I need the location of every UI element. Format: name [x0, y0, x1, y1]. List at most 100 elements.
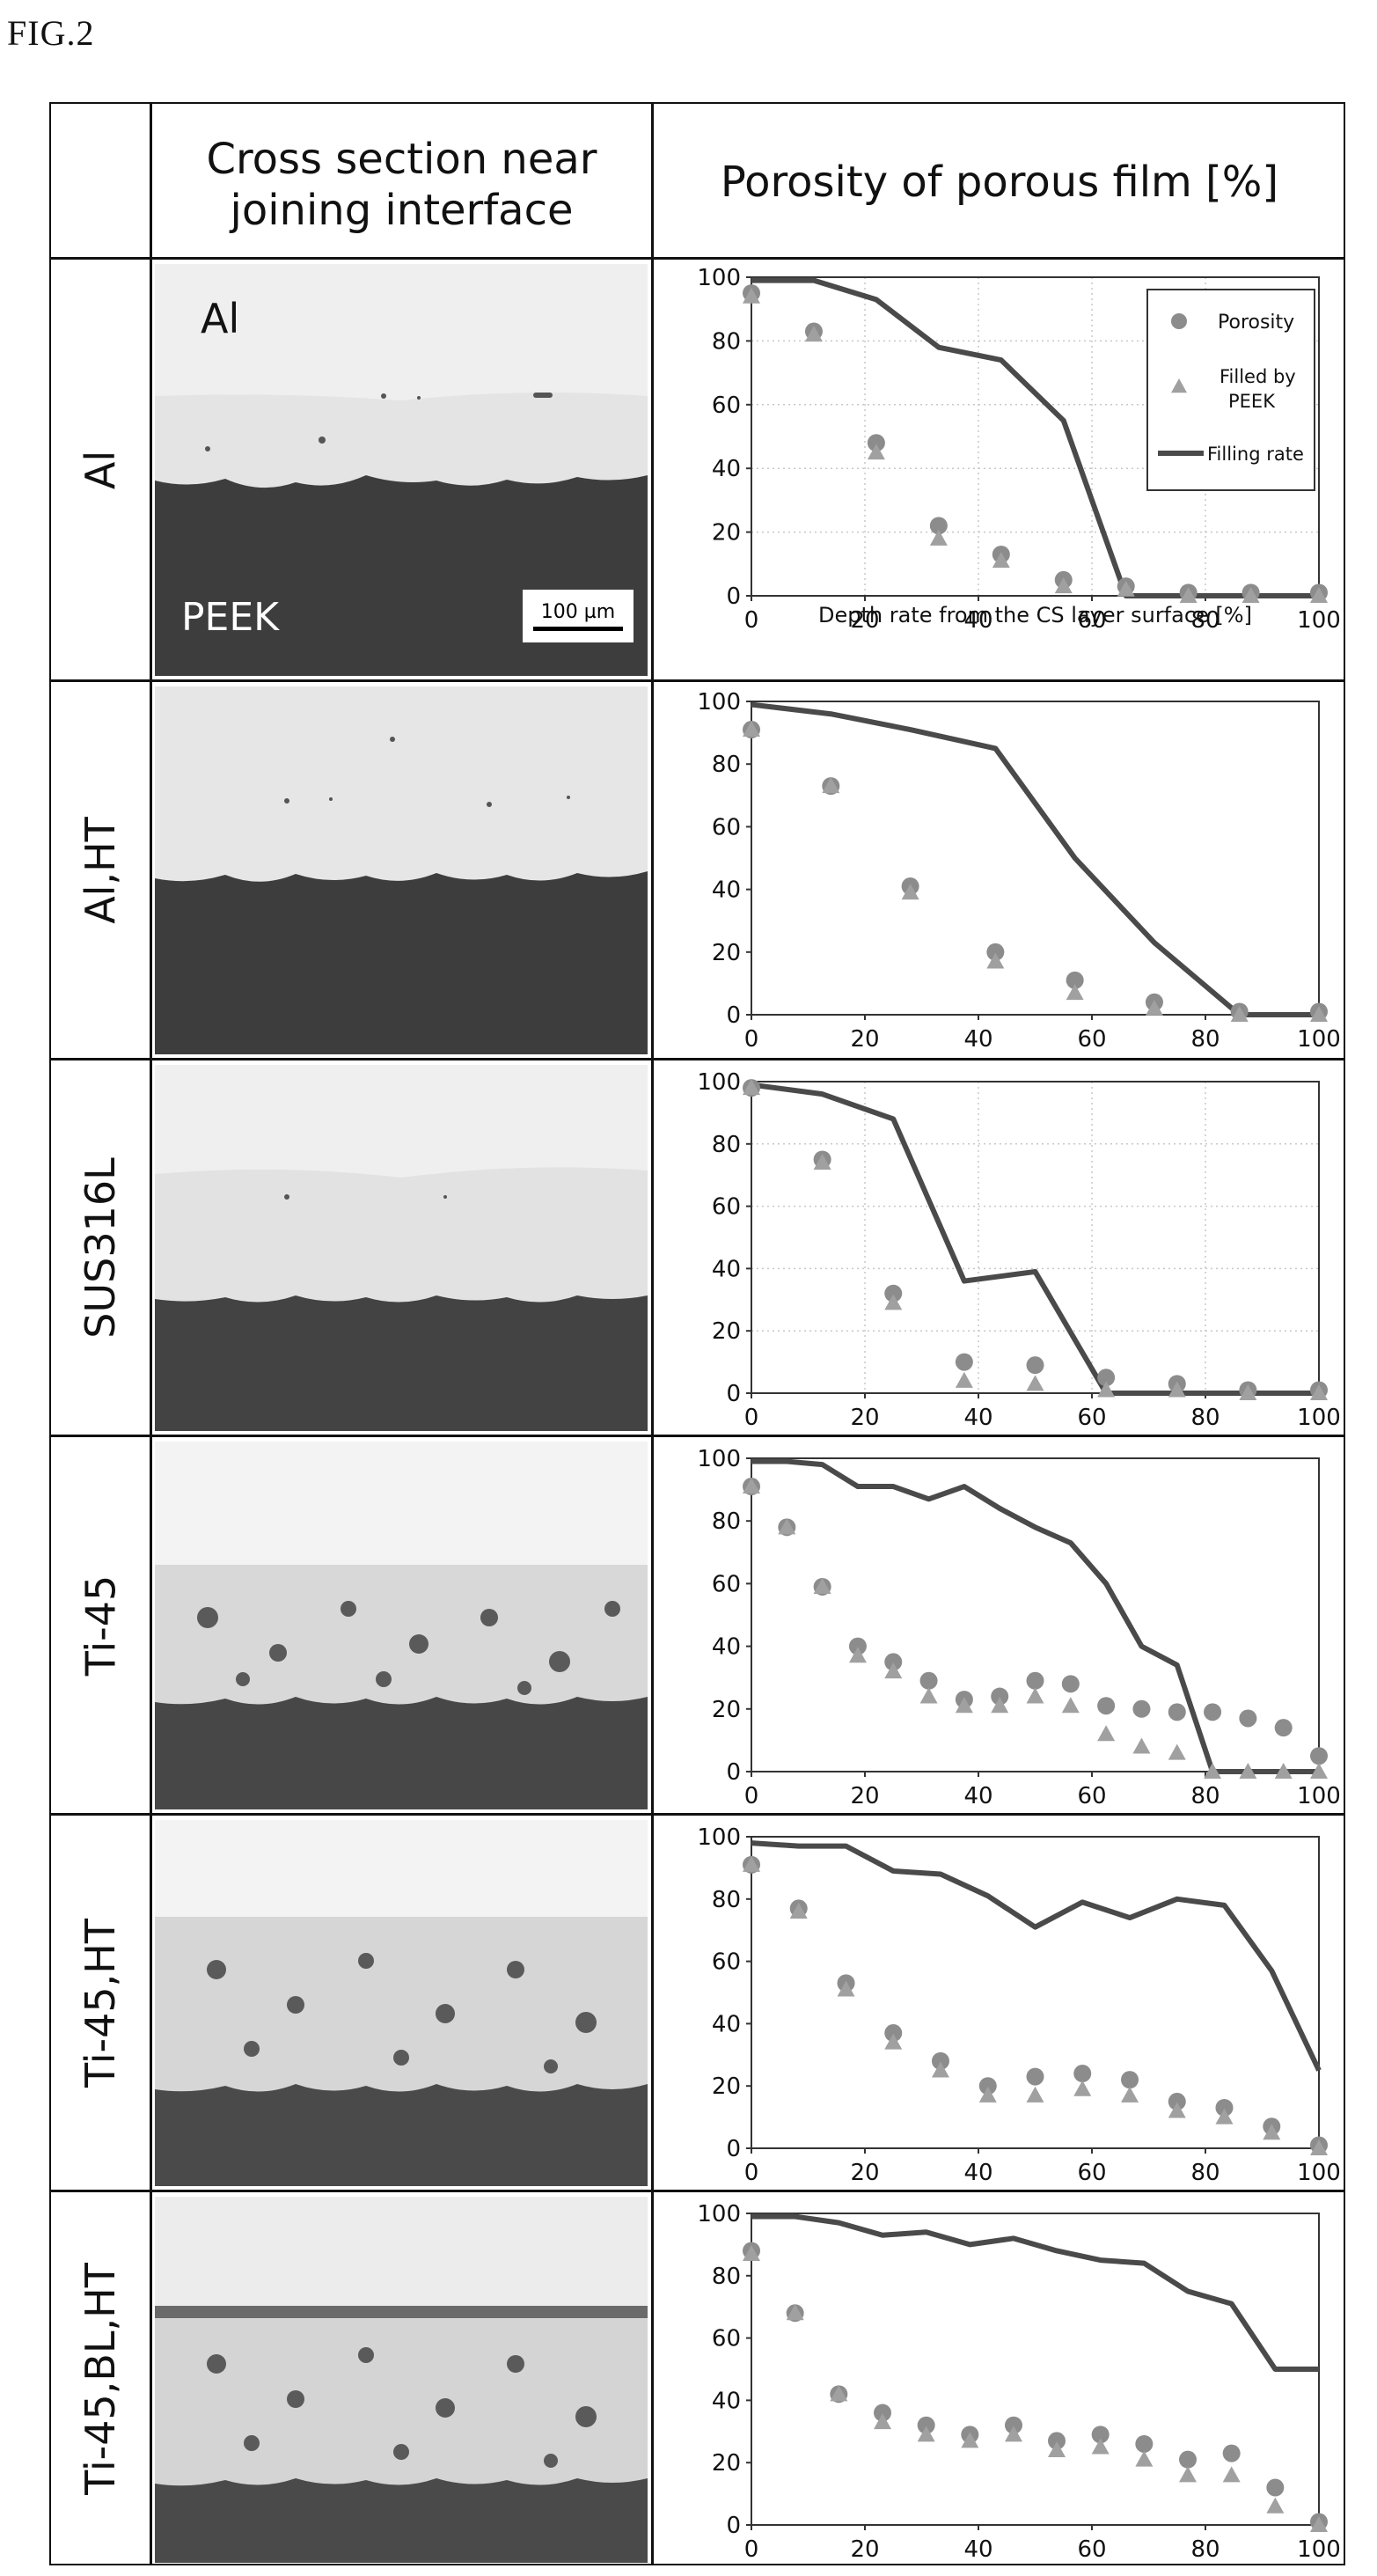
header-cross-section-line1: Cross section near: [206, 135, 597, 184]
filled-by-peek-point: [1135, 2450, 1154, 2467]
y-tick-label: 40: [712, 2388, 741, 2414]
filled-by-peek-point: [1215, 2108, 1234, 2125]
porosity-point: [1274, 1719, 1293, 1737]
filled-by-peek-point: [813, 1577, 831, 1594]
x-tick-label: 60: [1077, 2160, 1106, 2186]
filled-by-peek-point: [743, 1079, 760, 1096]
porosity-point: [1026, 1356, 1044, 1375]
porosity-point: [1310, 1747, 1328, 1765]
legend-porosity-marker: [1171, 313, 1187, 329]
legend-filled-label-1: Filled by: [1220, 366, 1296, 387]
micrograph-al-ht-image: [155, 686, 648, 1054]
porosity-point: [1215, 2098, 1234, 2117]
y-tick-label: 60: [712, 1949, 741, 1976]
x-tick-label: 0: [744, 2160, 759, 2186]
filled-by-peek-point: [917, 2426, 935, 2442]
header-cross-section-line2: joining interface: [230, 186, 574, 235]
filled-by-peek-point: [743, 1478, 760, 1494]
filled-by-peek-point: [1091, 2438, 1110, 2455]
filled-by-peek-point: [884, 1662, 903, 1679]
x-tick-label: 100: [1297, 2536, 1341, 2563]
micrograph-sus316l-image: [155, 1065, 648, 1431]
porosity-point: [1048, 2432, 1066, 2450]
micrograph-ti45-bl-ht-image: [155, 2197, 648, 2563]
x-tick-label: 40: [963, 2160, 992, 2186]
micrograph-sus316l: [155, 1065, 648, 1431]
y-tick-label: 20: [712, 520, 741, 547]
row-label-ti45: Ti-45: [77, 1574, 125, 1676]
x-tick-label: 100: [1297, 607, 1341, 634]
porosity-point: [917, 2416, 935, 2434]
micrograph-peek-label: PEEK: [181, 595, 280, 640]
x-tick-label: 100: [1297, 2160, 1341, 2186]
row-divider: [51, 1813, 1344, 1816]
y-tick-label: 20: [712, 940, 741, 966]
filled-by-peek-point: [986, 952, 1005, 969]
filled-by-peek-point: [955, 1697, 973, 1714]
filled-by-peek-point: [1117, 580, 1135, 597]
filled-by-peek-point: [955, 1371, 973, 1388]
x-tick-label: 60: [1077, 1026, 1106, 1053]
porosity-point: [873, 2404, 891, 2422]
filled-by-peek-point: [1239, 1384, 1257, 1400]
figure-label: FIG.2: [7, 13, 95, 53]
filled-by-peek-point: [1204, 1763, 1222, 1779]
porosity-point: [1061, 1675, 1080, 1693]
x-tick-label: 60: [1077, 1405, 1106, 1431]
row-divider: [51, 2190, 1344, 2192]
x-tick-label: 80: [1190, 1026, 1220, 1053]
filled-by-peek-point: [1097, 1381, 1116, 1398]
y-tick-label: 40: [712, 1256, 741, 1282]
filled-by-peek-point: [884, 1294, 903, 1310]
micrograph-ti45-ht: [155, 1820, 648, 2186]
filled-by-peek-point: [929, 529, 948, 546]
chart-ti45-bl-ht: 0 20 40 60 80 100 0 20 40 60 80 100: [697, 2201, 1341, 2563]
filled-by-peek-point: [1310, 1384, 1328, 1400]
filled-by-peek-point: [991, 1697, 1009, 1714]
filled-by-peek-point: [1241, 587, 1260, 603]
plot-ti45-ht: 0 20 40 60 80 100 0 20 40 60 80 100: [655, 1816, 1346, 2190]
filled-by-peek-point: [1179, 2466, 1198, 2483]
x-tick-label: 100: [1297, 1783, 1341, 1809]
x-tick-label: 40: [963, 1783, 992, 1809]
row-label-ti45-bl-ht: Ti-45,BL,HT: [77, 2263, 124, 2495]
filled-by-peek-point: [1310, 587, 1328, 603]
y-tick-label: 0: [726, 2136, 741, 2162]
porosity-point: [1026, 1671, 1044, 1690]
filled-by-peek-point: [743, 1855, 760, 1872]
x-tick-label: 80: [1190, 2536, 1220, 2563]
filled-by-peek-point: [1026, 1687, 1044, 1704]
filling-rate-line: [751, 1082, 1319, 1396]
scale-bar-box: [523, 590, 634, 642]
porosity-point: [978, 2077, 997, 2095]
filling-rate-line: [751, 2213, 1319, 2372]
y-tick-label: 40: [712, 456, 741, 482]
y-tick-label: 80: [712, 752, 741, 778]
porosity-point: [848, 1637, 867, 1655]
legend: Porosity Filled by PEEK Filling rate: [1146, 289, 1315, 491]
filled-by-peek-point: [978, 2086, 997, 2103]
y-tick-label: 60: [712, 1194, 741, 1221]
column-divider: [150, 104, 152, 2564]
y-tick-label: 100: [697, 689, 741, 716]
filled-by-peek-point: [1066, 984, 1084, 1001]
plot-ti45-bl-ht: 0 20 40 60 80 100 0 20 40 60 80 100: [655, 2192, 1346, 2565]
chart-ti45-ht: 0 20 40 60 80 100 0 20 40 60 80 100: [697, 1824, 1341, 2186]
filled-by-peek-point: [873, 2413, 891, 2430]
header-porosity: Porosity of porous film [%]: [720, 158, 1279, 207]
x-tick-label: 20: [850, 2536, 879, 2563]
row-divider: [51, 1435, 1344, 1437]
filled-by-peek-point: [1061, 1697, 1080, 1714]
porosity-point: [929, 517, 948, 535]
y-tick-label: 60: [712, 814, 741, 840]
filled-by-peek-point: [961, 2432, 979, 2448]
y-tick-label: 0: [726, 1381, 741, 1407]
legend-filling-label: Filling rate: [1207, 444, 1304, 465]
x-tick-label: 40: [963, 1405, 992, 1431]
x-tick-label: 20: [850, 1783, 879, 1809]
x-tick-label: 0: [744, 607, 759, 634]
filled-by-peek-point: [830, 2385, 848, 2402]
y-tick-label: 0: [726, 1759, 741, 1786]
filled-by-peek-point: [1266, 2497, 1285, 2514]
filled-by-peek-point: [992, 552, 1010, 569]
